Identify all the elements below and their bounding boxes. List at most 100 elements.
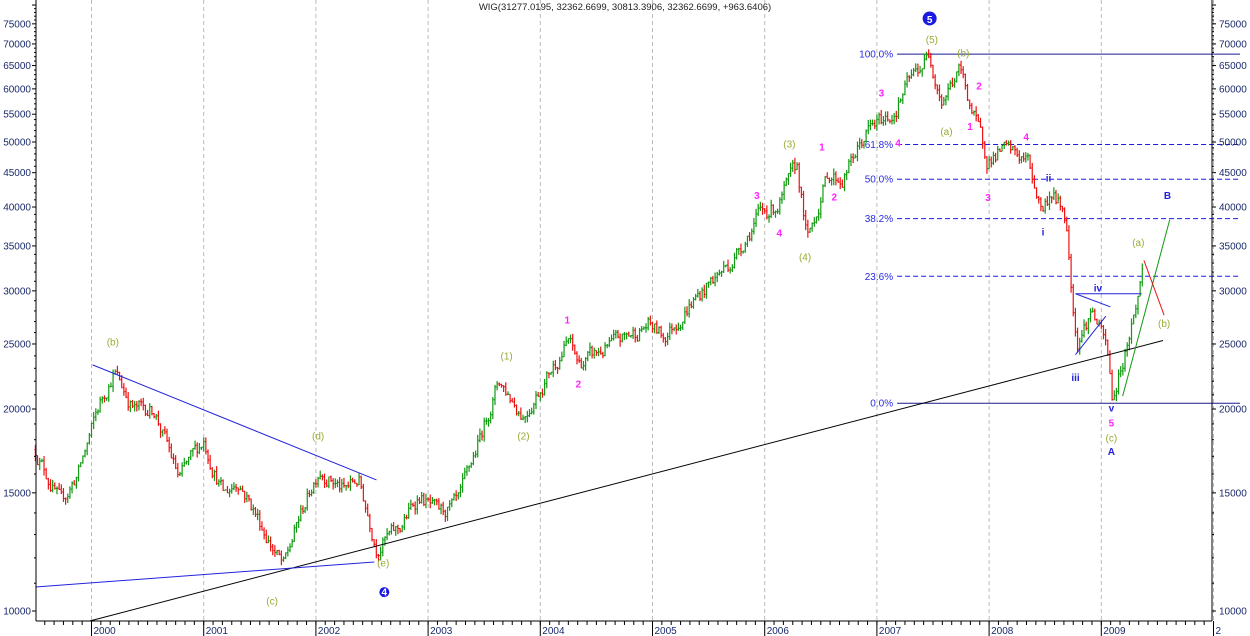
price-bar <box>642 326 645 330</box>
price-bar <box>714 272 717 287</box>
price-bar <box>405 514 408 520</box>
price-bar <box>481 430 484 441</box>
price-bar <box>906 72 909 88</box>
price-bar <box>761 202 764 215</box>
price-bar <box>558 356 561 370</box>
price-bar <box>681 321 684 330</box>
price-bar <box>1089 308 1092 323</box>
price-bar <box>427 497 430 502</box>
wave-label: 3 <box>879 88 885 99</box>
price-bar <box>871 119 874 126</box>
price-bar <box>465 465 468 476</box>
wave-label: 3 <box>754 191 760 202</box>
y-tick-label-left: 35000 <box>3 241 31 252</box>
price-bar <box>524 415 527 424</box>
price-bar <box>377 553 380 562</box>
price-bar <box>975 106 978 122</box>
y-tick-label-right: 15000 <box>1219 488 1247 499</box>
price-bar <box>77 464 80 482</box>
price-bar <box>783 181 786 201</box>
price-bar <box>163 426 166 435</box>
price-bar <box>515 404 518 416</box>
price-bar <box>127 392 130 411</box>
price-bar <box>437 498 440 510</box>
y-tick-label-left: 40000 <box>3 203 31 214</box>
price-bar <box>161 429 164 437</box>
price-bar <box>1031 162 1034 184</box>
price-bar <box>724 264 727 268</box>
wave-label: 4 <box>1023 132 1029 143</box>
price-bar <box>789 162 792 177</box>
price-bar <box>459 484 462 498</box>
price-bar <box>150 405 153 416</box>
price-bar <box>511 398 514 403</box>
price-bar <box>862 140 865 149</box>
price-bar <box>51 479 54 493</box>
price-bar <box>675 324 678 335</box>
y-tick-label-left: 15000 <box>3 488 31 499</box>
price-bar <box>1044 198 1047 214</box>
price-bar <box>979 117 982 128</box>
price-bar <box>1065 216 1068 232</box>
fib-level-label: 0.0% <box>870 399 893 410</box>
y-tick-label-left: 20000 <box>3 405 31 416</box>
price-bar <box>399 527 402 533</box>
price-bar <box>392 522 395 532</box>
price-bar <box>828 177 831 184</box>
price-bar <box>731 264 734 272</box>
price-bar <box>640 326 643 333</box>
price-bar <box>686 306 689 317</box>
price-bar <box>198 443 201 455</box>
price-bar <box>875 114 878 131</box>
price-bar <box>153 413 156 419</box>
price-bar <box>798 162 801 193</box>
price-bar <box>537 391 540 397</box>
price-bar <box>634 327 637 343</box>
price-bar <box>373 538 376 547</box>
price-bar <box>694 293 697 301</box>
price-bar <box>1134 304 1137 319</box>
price-bar <box>750 228 753 242</box>
y-tick-label-left: 60000 <box>3 84 31 95</box>
price-bar <box>886 111 889 122</box>
wave-label: 3 <box>985 193 991 204</box>
price-bar <box>966 83 969 101</box>
price-bar <box>623 331 626 340</box>
price-bar <box>194 440 197 450</box>
price-bar <box>487 418 490 427</box>
price-bar <box>839 177 842 190</box>
price-bar <box>899 98 902 103</box>
price-bar <box>757 203 760 217</box>
price-bar <box>116 365 119 375</box>
price-bar <box>351 477 354 483</box>
price-bar <box>472 451 475 466</box>
price-bar <box>239 485 242 491</box>
price-bar <box>230 483 233 494</box>
price-bar <box>103 395 106 403</box>
price-bar <box>597 347 600 357</box>
price-bar <box>1141 263 1144 287</box>
price-bar <box>616 329 619 339</box>
price-bar <box>539 391 542 402</box>
price-bar <box>550 371 553 375</box>
long-term-support-line <box>89 340 1164 622</box>
x-tick-label: 2007 <box>879 626 902 636</box>
price-bar <box>1024 152 1027 163</box>
y-tick-label-left: 25000 <box>3 339 31 350</box>
price-bar <box>988 156 991 170</box>
price-bar <box>860 139 863 149</box>
price-bar <box>155 413 158 420</box>
price-bar <box>252 504 255 516</box>
price-bar <box>543 378 546 396</box>
price-bar <box>914 63 917 72</box>
price-bar <box>79 462 82 468</box>
x-tick-label: 2 <box>1216 626 1222 636</box>
price-bar <box>748 232 751 242</box>
price-bar <box>461 473 464 493</box>
price-bar <box>157 410 160 426</box>
price-bar <box>1091 307 1094 313</box>
price-bar <box>271 544 274 556</box>
price-bar <box>178 471 181 477</box>
price-bar <box>94 408 97 422</box>
price-bar <box>1009 140 1012 154</box>
